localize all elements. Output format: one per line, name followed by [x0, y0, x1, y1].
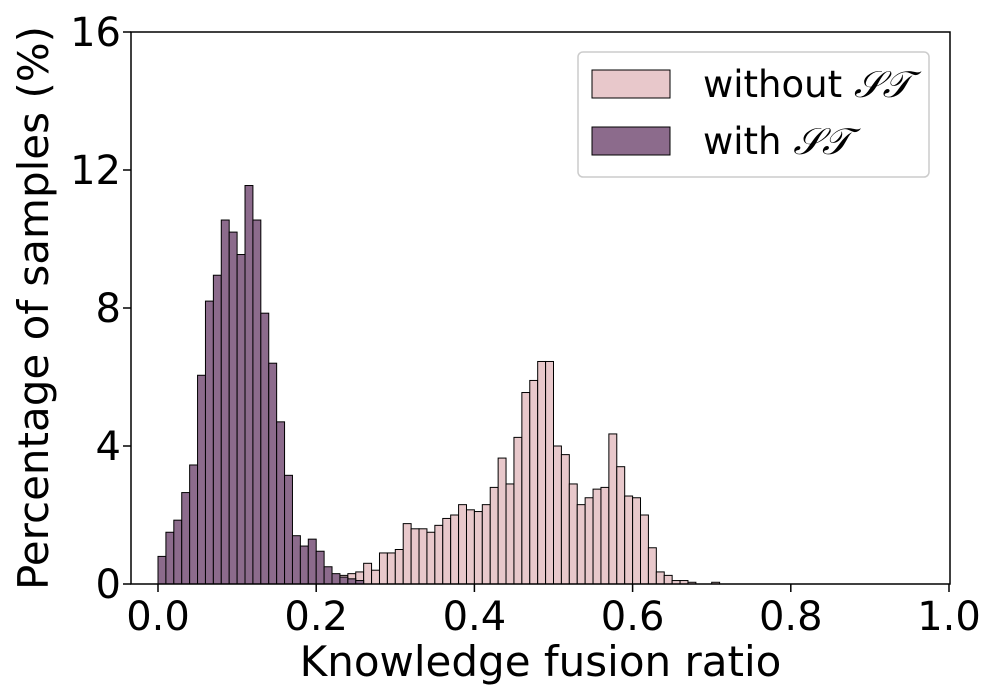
histogram-bar: [347, 578, 357, 585]
y-tick-label: 8: [96, 286, 121, 332]
histogram-bar: [600, 486, 610, 585]
histogram-bar: [465, 509, 475, 585]
histogram-bar: [204, 300, 214, 585]
legend-swatch-with-st: [591, 126, 671, 156]
histogram-bar: [157, 555, 167, 585]
histogram-bar: [165, 531, 175, 585]
histogram-bar: [647, 547, 657, 585]
y-tick-label: 0: [96, 562, 121, 608]
histogram-bar: [553, 445, 562, 585]
histogram-bar: [299, 545, 309, 585]
legend-label-with-st-text: with: [703, 120, 793, 163]
histogram-bar: [560, 454, 570, 585]
histogram-bar: [260, 312, 270, 585]
x-tick-label: 0.2: [284, 594, 348, 640]
histogram-bar: [386, 552, 396, 585]
histogram-bar: [268, 362, 278, 585]
x-tick-label: 0.0: [126, 594, 190, 640]
histogram-bar: [529, 379, 539, 585]
histogram-bar: [315, 550, 325, 585]
y-tick-label: 4: [96, 424, 121, 470]
histogram-bar: [197, 374, 206, 585]
histogram-bar: [181, 492, 191, 585]
histogram-bar: [521, 392, 531, 585]
x-axis-ticks: 0.0 0.2 0.4 0.6 0.8 1.0: [126, 584, 981, 640]
histogram-bar: [663, 574, 673, 585]
legend-label-without-st-text: without: [703, 63, 854, 106]
legend-label-without-st-math: 𝒮𝒯: [854, 63, 922, 106]
histogram-bar: [284, 474, 293, 585]
histogram-bar: [489, 486, 499, 585]
histogram-bar: [426, 531, 436, 585]
histogram-bar: [473, 511, 483, 585]
histogram-bar: [378, 552, 388, 585]
histogram-bar: [394, 549, 404, 585]
histogram-bar: [624, 495, 634, 585]
histogram-bar: [331, 573, 341, 585]
histogram-bar: [576, 504, 586, 585]
histogram-bar: [545, 360, 555, 585]
histogram-bar: [363, 562, 373, 585]
legend: without 𝒮𝒯 with 𝒮𝒯: [577, 51, 930, 178]
legend-swatch-without-st: [591, 69, 671, 99]
histogram-bar: [632, 497, 642, 585]
histogram-bar: [513, 436, 523, 585]
histogram-bar: [592, 488, 602, 585]
series-without-st: [291, 360, 721, 585]
histogram-bar: [616, 466, 626, 585]
histogram-bar: [497, 457, 507, 585]
histogram-bar: [418, 528, 428, 585]
histogram-bar: [568, 483, 578, 585]
histogram-bar: [608, 433, 618, 585]
histogram-bar: [371, 569, 380, 585]
y-axis-ticks: 0 4 8 12 16: [70, 10, 131, 608]
x-tick-label: 0.6: [601, 594, 665, 640]
histogram-bar: [458, 504, 467, 585]
histogram-bar: [505, 483, 515, 585]
histogram-bar: [307, 538, 317, 585]
histogram-bar: [481, 504, 491, 585]
x-tick-label: 1.0: [917, 594, 981, 640]
histogram-bar: [434, 524, 444, 585]
histogram-bar: [410, 528, 420, 585]
x-tick-label: 0.8: [759, 594, 823, 640]
x-tick-label: 0.4: [443, 594, 507, 640]
x-axis-label: Knowledge fusion ratio: [300, 637, 782, 686]
histogram-bar: [228, 231, 238, 585]
histogram-bar: [189, 464, 199, 585]
series-with-st: [157, 185, 365, 585]
histogram-bar: [291, 535, 301, 585]
histogram-bar: [655, 571, 665, 585]
histogram-bar: [584, 497, 594, 585]
histogram-bar: [537, 360, 547, 585]
legend-label-with-st: with 𝒮𝒯: [703, 120, 861, 163]
histogram-bar: [244, 185, 254, 585]
y-tick-label: 12: [70, 148, 121, 194]
histogram-bar: [402, 523, 412, 585]
histogram-bar: [442, 517, 452, 585]
histogram-bar: [339, 576, 349, 585]
histogram-bar: [236, 254, 246, 585]
histogram-bar: [252, 219, 262, 585]
legend-label-with-st-math: 𝒮𝒯: [793, 120, 861, 163]
histogram-bar: [450, 514, 460, 585]
y-axis-label: Percentage of samples (%): [9, 26, 58, 590]
histogram-bar: [220, 219, 230, 585]
legend-label-without-st: without 𝒮𝒯: [703, 63, 921, 106]
y-tick-label: 16: [70, 10, 121, 56]
histogram-bar: [640, 514, 649, 585]
histogram-bar: [323, 566, 333, 585]
histogram-bar: [212, 274, 222, 585]
histogram-bar: [276, 421, 286, 585]
histogram-bar: [173, 519, 183, 585]
